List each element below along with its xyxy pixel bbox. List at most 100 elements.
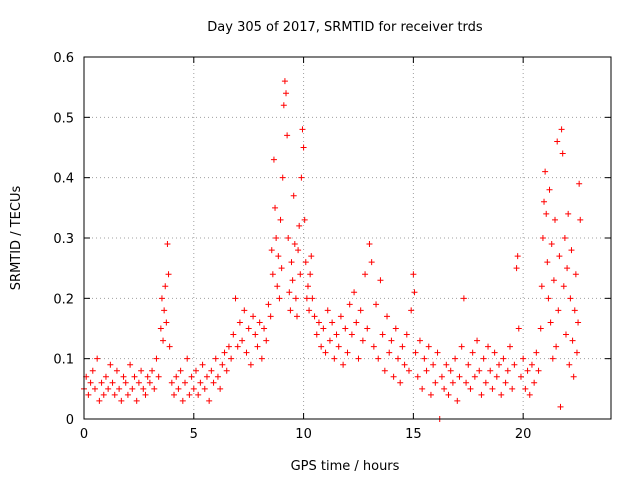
data-point	[539, 235, 546, 241]
axis-ticks: 0 5 10 15 20 0 0.1 0.2 0.3 0.4 0.5 0.6	[53, 51, 611, 442]
data-point	[337, 313, 344, 320]
data-point	[241, 307, 248, 314]
data-point	[289, 277, 296, 284]
data-point	[311, 313, 318, 320]
data-point	[454, 397, 461, 404]
data-point	[537, 325, 544, 332]
data-point	[195, 391, 202, 398]
data-point	[290, 192, 297, 199]
data-point	[217, 385, 224, 392]
data-point	[414, 373, 421, 380]
data-point	[509, 385, 516, 392]
data-point	[577, 216, 584, 223]
data-point	[403, 331, 410, 338]
data-point	[353, 319, 360, 326]
data-point	[522, 385, 529, 392]
data-points	[81, 78, 584, 422]
data-point	[456, 373, 463, 380]
data-point	[513, 265, 520, 272]
data-point	[160, 337, 167, 344]
data-point	[158, 295, 165, 302]
grid-lines	[84, 57, 611, 419]
data-point	[105, 385, 112, 392]
data-point	[427, 391, 434, 398]
data-point	[118, 397, 125, 404]
data-point	[221, 349, 228, 356]
y-tick-label: 0.2	[53, 292, 74, 307]
data-point	[299, 126, 306, 133]
data-point	[531, 379, 538, 386]
data-point	[277, 216, 284, 223]
data-point	[392, 325, 399, 332]
data-point	[419, 385, 426, 392]
data-point	[377, 277, 384, 284]
data-point	[184, 355, 191, 362]
data-point	[463, 379, 470, 386]
data-point	[142, 391, 149, 398]
data-point	[265, 301, 272, 308]
data-point	[98, 379, 105, 386]
data-point	[109, 379, 116, 386]
data-point	[375, 355, 382, 362]
chart-title: Day 305 of 2017, SRMTID for receiver trd…	[207, 20, 483, 35]
data-point	[526, 391, 533, 398]
y-tick-label: 0.3	[53, 232, 74, 247]
data-point	[163, 319, 170, 326]
data-point	[133, 397, 140, 404]
data-point	[303, 295, 310, 302]
y-tick-label: 0.5	[53, 111, 74, 126]
data-point	[239, 337, 246, 344]
data-point	[315, 319, 322, 326]
data-point	[283, 90, 290, 97]
data-point	[571, 307, 578, 314]
data-point	[269, 271, 276, 278]
data-point	[441, 385, 448, 392]
data-point	[87, 379, 94, 386]
data-point	[206, 397, 213, 404]
data-point	[287, 307, 294, 314]
x-tick-label: 5	[190, 427, 198, 442]
data-point	[552, 216, 559, 223]
data-point	[326, 337, 333, 344]
data-point	[300, 144, 307, 151]
data-point	[397, 379, 404, 386]
data-point	[575, 319, 582, 326]
y-tick-label: 0	[66, 413, 74, 428]
data-point	[279, 174, 286, 181]
data-point	[168, 379, 175, 386]
data-point	[364, 325, 371, 332]
data-point	[284, 132, 291, 139]
data-point	[538, 283, 545, 290]
data-point	[256, 319, 263, 326]
data-point	[335, 343, 342, 350]
data-point	[547, 319, 554, 326]
data-point	[113, 367, 120, 374]
data-point	[562, 331, 569, 338]
data-point	[384, 313, 391, 320]
data-point	[236, 319, 243, 326]
data-point	[351, 289, 358, 296]
data-point	[320, 325, 327, 332]
data-point	[274, 283, 281, 290]
data-point	[291, 241, 298, 248]
data-point	[91, 385, 98, 392]
data-point	[445, 391, 452, 398]
data-point	[357, 307, 364, 314]
data-point	[543, 210, 550, 217]
data-point	[520, 355, 527, 362]
data-point	[504, 367, 511, 374]
data-point	[482, 379, 489, 386]
data-point	[541, 198, 548, 205]
data-point	[129, 385, 136, 392]
data-point	[232, 295, 239, 302]
data-point	[399, 343, 406, 350]
data-point	[161, 307, 168, 314]
data-point	[524, 367, 531, 374]
data-point	[219, 361, 226, 368]
data-point	[247, 361, 254, 368]
data-point	[567, 295, 574, 302]
data-point	[111, 391, 118, 398]
data-point	[474, 337, 481, 344]
data-point	[348, 331, 355, 338]
data-point	[107, 361, 114, 368]
